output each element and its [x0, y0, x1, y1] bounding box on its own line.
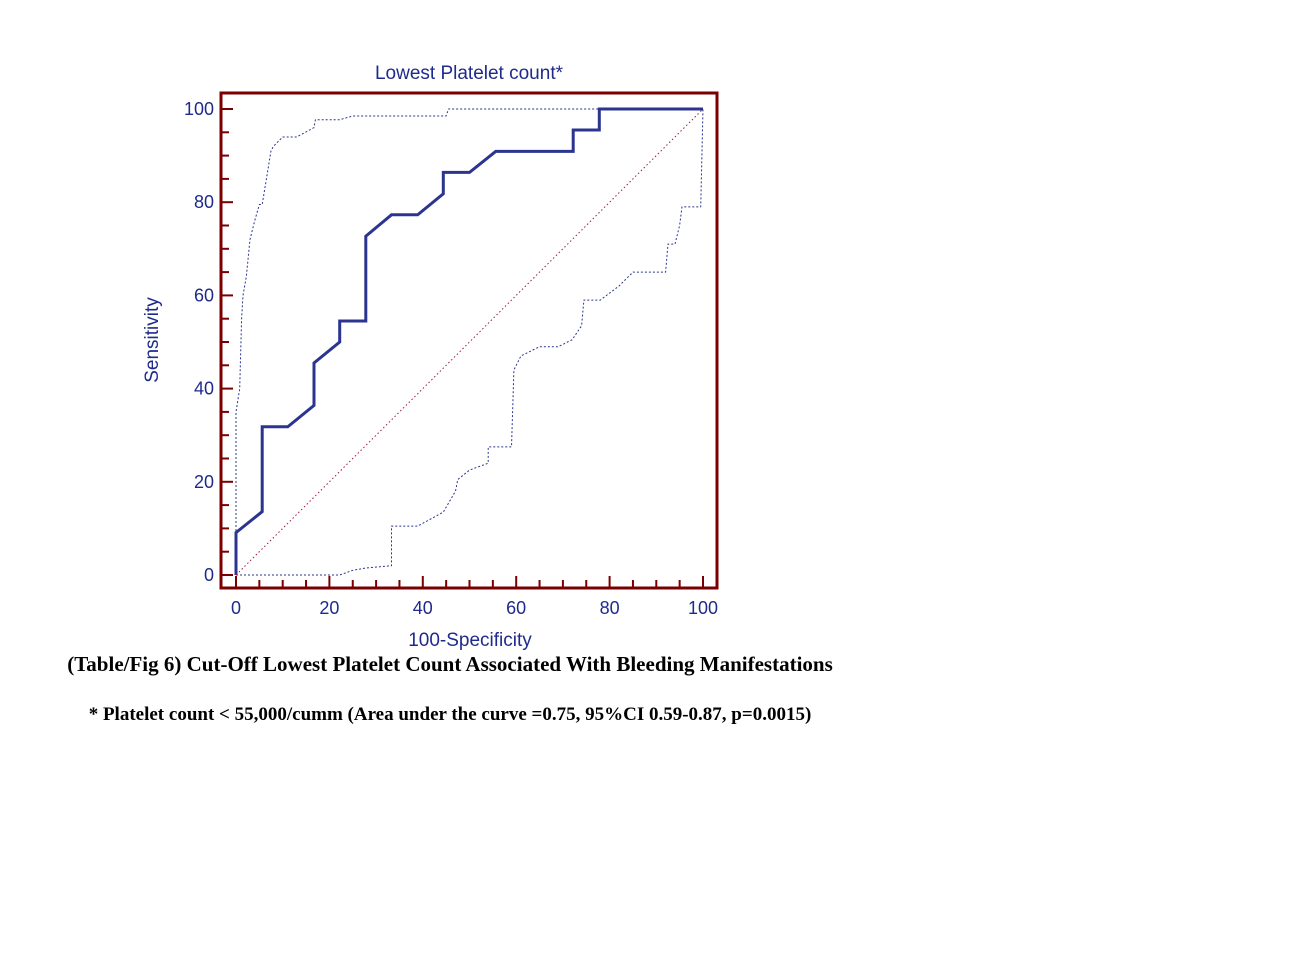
roc-curve [234, 107, 703, 575]
x-tick-label: 40 [413, 598, 433, 618]
x-axis-ticks: 0 20 40 60 80 100 [231, 576, 718, 618]
chart-title: Lowest Platelet count* [375, 63, 564, 84]
x-tick-label: 60 [506, 598, 526, 618]
plot-frame [219, 91, 719, 590]
x-tick-label: 20 [319, 598, 339, 618]
x-tick-label: 100 [688, 598, 718, 618]
y-tick-label: 20 [194, 472, 214, 492]
x-tick-label: 0 [231, 598, 241, 618]
figure-footnote: * Platelet count < 55,000/cumm (Area und… [88, 704, 812, 725]
x-axis-label: 100-Specificity [408, 630, 532, 651]
y-tick-label: 0 [204, 565, 214, 585]
reference-diagonal [235, 108, 704, 576]
y-tick-label: 60 [194, 285, 214, 305]
y-axis-label: Sensitivity [142, 297, 163, 383]
y-tick-label: 80 [194, 192, 214, 212]
figure-caption: (Table/Fig 6) Cut-Off Lowest Platelet Co… [67, 652, 833, 676]
x-tick-label: 80 [600, 598, 620, 618]
y-tick-label: 40 [194, 379, 214, 399]
series-group [234, 107, 704, 576]
y-tick-label: 100 [184, 99, 214, 119]
ci-lower-bound [236, 108, 704, 576]
ci-upper-bound [235, 108, 600, 575]
y-axis-ticks: 0 20 40 60 80 100 [184, 99, 233, 585]
